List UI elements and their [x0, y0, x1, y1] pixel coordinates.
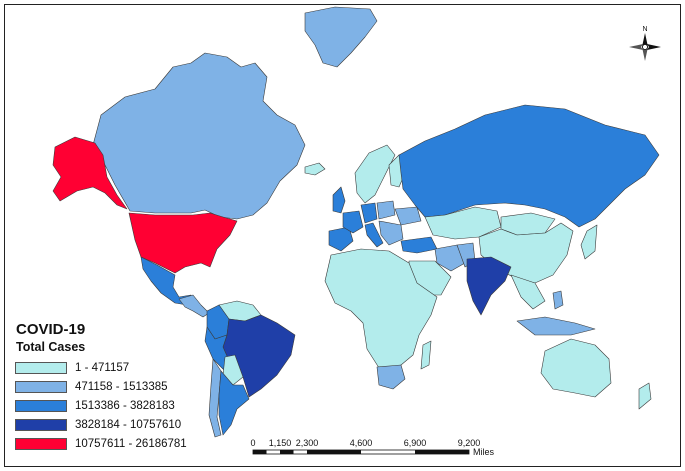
scale-bar: 0 1,150 2,300 4,600 6,900 9,200 Miles: [249, 437, 509, 463]
region-indonesia: [516, 316, 596, 336]
region-norway-sweden: [354, 144, 396, 204]
legend-label: 3828184 - 10757610: [75, 418, 182, 431]
legend-swatch: [15, 361, 67, 374]
scale-tick-label: 1,150: [269, 438, 292, 448]
region-australia: [540, 338, 612, 398]
legend-item: 1 - 471157: [15, 358, 245, 377]
legend-swatch: [15, 399, 67, 412]
region-argentina: [218, 370, 250, 436]
region-new-zealand: [638, 382, 652, 410]
scale-tick-label: 0: [250, 438, 255, 448]
map-frame: N COVID-19 Total Cases 1 - 471157 471158…: [4, 4, 681, 467]
region-india: [466, 256, 512, 316]
region-poland: [376, 200, 396, 220]
region-italy: [364, 222, 384, 248]
region-ukraine: [394, 206, 422, 226]
legend-label: 1513386 - 3828183: [75, 399, 175, 412]
scale-bar-graphic: 0 1,150 2,300 4,600 6,900 9,200 Miles: [250, 438, 495, 457]
legend-item: 10757611 - 26186781: [15, 434, 245, 453]
legend-swatch: [15, 380, 67, 393]
region-alaska: [52, 136, 128, 210]
region-africa: [324, 248, 438, 372]
region-russia: [398, 104, 660, 228]
north-label: N: [642, 26, 647, 33]
compass-rose-icon: N: [629, 26, 661, 61]
north-arrow: N: [625, 23, 665, 65]
region-madagascar: [420, 340, 432, 370]
region-southeast-asia: [510, 274, 546, 310]
region-canada: [92, 52, 306, 220]
region-bolivia: [222, 354, 244, 386]
legend: COVID-19 Total Cases 1 - 471157 471158 -…: [15, 321, 245, 453]
region-south-africa: [376, 364, 406, 390]
scale-tick-label: 9,200: [458, 438, 481, 448]
region-usa: [128, 212, 238, 274]
region-turkey: [400, 236, 438, 254]
region-greenland: [304, 6, 378, 68]
world-map: [52, 6, 660, 438]
legend-item: 3828184 - 10757610: [15, 415, 245, 434]
region-uk: [332, 186, 346, 214]
region-iceland: [304, 162, 326, 176]
legend-swatch: [15, 418, 67, 431]
scale-tick-label: 2,300: [296, 438, 319, 448]
legend-item: 1513386 - 3828183: [15, 396, 245, 415]
scale-unit-label: Miles: [473, 447, 495, 457]
legend-title: COVID-19: [16, 321, 86, 338]
region-iran: [434, 244, 466, 272]
legend-label: 10757611 - 26186781: [75, 437, 187, 450]
region-central-america: [178, 294, 210, 318]
region-philippines: [552, 290, 564, 310]
legend-swatch: [15, 437, 67, 450]
region-france: [342, 210, 364, 234]
region-germany: [360, 202, 378, 224]
legend-item: 471158 - 1513385: [15, 377, 245, 396]
legend-label: 1 - 471157: [75, 361, 130, 374]
region-balkans: [378, 220, 404, 246]
region-japan: [580, 224, 598, 260]
legend-subtitle: Total Cases: [16, 340, 86, 354]
scale-tick-label: 4,600: [350, 438, 373, 448]
legend-label: 471158 - 1513385: [75, 380, 168, 393]
scale-tick-label: 6,900: [404, 438, 427, 448]
